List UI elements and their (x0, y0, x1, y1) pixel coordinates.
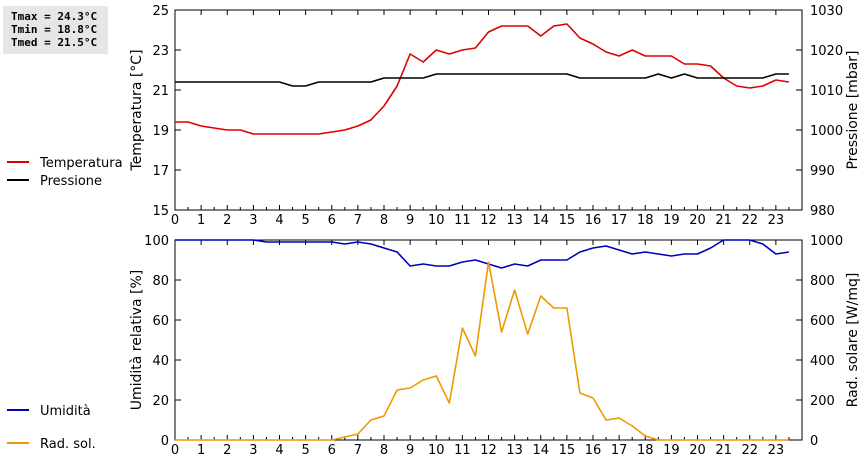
x-tick-label: 1 (197, 443, 205, 458)
y-right-tick-label: 0 (810, 434, 818, 449)
legend-rad-sol: Rad. sol. (7, 437, 96, 452)
legend-label-rad-sol: Rad. sol. (40, 437, 96, 452)
y-right-tick-label: 400 (810, 354, 835, 369)
y-right-tick-label: 990 (810, 164, 835, 179)
stats-tmax: Tmax = 24.3°C (11, 10, 98, 23)
y-right-tick-label: 1000 (810, 124, 843, 139)
x-tick-label: 17 (611, 443, 628, 458)
x-tick-label: 1 (197, 213, 205, 228)
x-tick-label: 22 (741, 213, 758, 228)
x-tick-label: 4 (275, 443, 283, 458)
y-left-tick-label: 40 (152, 354, 169, 369)
series-line-temperatura (175, 23, 790, 135)
y-left-tick-label: 60 (152, 314, 169, 329)
x-tick-label: 16 (585, 443, 602, 458)
y-right-tick-label: 980 (810, 204, 835, 219)
x-tick-label: 2 (223, 213, 231, 228)
x-tick-label: 2 (223, 443, 231, 458)
x-tick-label: 16 (585, 213, 602, 228)
y-left-tick-label: 100 (144, 234, 169, 249)
y-right-tick-label: 200 (810, 394, 835, 409)
series-line-rad-sol (175, 261, 789, 441)
y-right-tick-label: 1020 (810, 44, 843, 59)
x-tick-label: 23 (768, 213, 785, 228)
x-tick-label: 10 (428, 213, 445, 228)
x-tick-label: 3 (249, 213, 257, 228)
x-tick-label: 7 (354, 213, 362, 228)
y-left-tick-label: 25 (152, 4, 169, 19)
y-left-tick-label: 19 (152, 124, 169, 139)
y-right-tick-label: 600 (810, 314, 835, 329)
x-tick-label: 5 (301, 443, 309, 458)
x-tick-label: 15 (559, 213, 576, 228)
x-tick-label: 21 (715, 213, 732, 228)
x-tick-label: 9 (406, 213, 414, 228)
x-tick-label: 8 (380, 213, 388, 228)
x-tick-label: 0 (171, 443, 179, 458)
y-left-axis-label: Umidità relativa [%] (129, 270, 145, 411)
legend-label-temperatura: Temperatura (39, 156, 123, 171)
legend-label-umidit: Umidità (40, 404, 91, 419)
x-tick-label: 5 (301, 213, 309, 228)
y-left-axis-label: Temperatura [°C] (129, 49, 145, 171)
stats-tmin: Tmin = 18.8°C (11, 23, 98, 36)
y-left-tick-label: 23 (152, 44, 169, 59)
plot-frame (174, 9, 803, 211)
y-right-axis-label: Pressione [mbar] (845, 50, 860, 169)
y-left-tick-label: 21 (152, 84, 169, 99)
y-right-tick-label: 1000 (810, 234, 843, 249)
x-tick-label: 13 (506, 443, 523, 458)
legend-label-pressione: Pressione (40, 174, 102, 189)
y-left-tick-label: 15 (152, 204, 169, 219)
x-tick-label: 20 (689, 213, 706, 228)
x-tick-label: 8 (380, 443, 388, 458)
x-tick-label: 10 (428, 443, 445, 458)
stats-box: Tmax = 24.3°C Tmin = 18.8°C Tmed = 21.5°… (3, 6, 108, 54)
x-tick-label: 18 (637, 443, 654, 458)
plot-frame (174, 239, 803, 441)
x-tick-label: 11 (454, 213, 471, 228)
x-tick-label: 20 (689, 443, 706, 458)
series-line-pressione (175, 73, 789, 87)
x-tick-label: 0 (171, 213, 179, 228)
y-right-axis-label: Rad. solare [W/mq] (845, 273, 860, 408)
y-right-tick-label: 1010 (810, 84, 843, 99)
legend-umidit: Umidità (7, 404, 91, 419)
chart-panel-2: 0 1 2 3 4 5 6 7 8 9 10 11 12 13 14 15 16 17 18 19 20 21 22 2302… (129, 234, 860, 458)
x-tick-label: 21 (715, 443, 732, 458)
y-right-tick-label: 800 (810, 274, 835, 289)
legend-pressione: Pressione (7, 174, 102, 189)
y-left-tick-label: 80 (152, 274, 169, 289)
x-tick-label: 14 (532, 443, 549, 458)
x-tick-label: 6 (328, 213, 336, 228)
x-tick-label: 7 (354, 443, 362, 458)
x-tick-label: 17 (611, 213, 628, 228)
x-tick-label: 19 (663, 443, 680, 458)
x-tick-label: 11 (454, 443, 471, 458)
x-tick-label: 18 (637, 213, 654, 228)
y-right-tick-label: 1030 (810, 4, 843, 19)
x-tick-label: 12 (480, 443, 497, 458)
x-tick-label: 19 (663, 213, 680, 228)
x-tick-label: 12 (480, 213, 497, 228)
x-tick-label: 14 (532, 213, 549, 228)
x-tick-label: 4 (275, 213, 283, 228)
chart-panel-1: 0 1 2 3 4 5 6 7 8 9 10 11 12 13 14 15 16 17 18 19 20 21 22 2315… (129, 4, 860, 228)
x-tick-label: 6 (328, 443, 336, 458)
stats-tmed: Tmed = 21.5°C (11, 36, 98, 49)
y-left-tick-label: 20 (152, 394, 169, 409)
x-tick-label: 15 (559, 443, 576, 458)
series-line-umidit (175, 239, 790, 269)
x-tick-label: 9 (406, 443, 414, 458)
y-left-tick-label: 17 (152, 164, 169, 179)
x-tick-label: 3 (249, 443, 257, 458)
x-tick-label: 23 (768, 443, 785, 458)
y-left-tick-label: 0 (161, 434, 169, 449)
x-tick-label: 22 (741, 443, 758, 458)
x-tick-label: 13 (506, 213, 523, 228)
legend-temperatura: Temperatura (7, 156, 123, 171)
